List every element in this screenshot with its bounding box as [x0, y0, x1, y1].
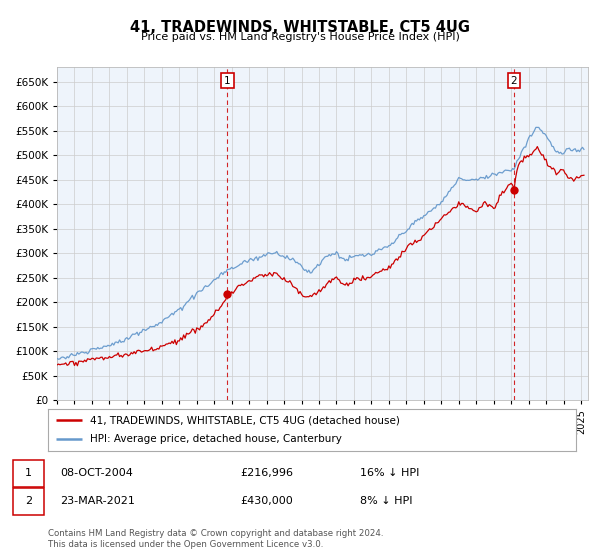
Text: 41, TRADEWINDS, WHITSTABLE, CT5 4UG: 41, TRADEWINDS, WHITSTABLE, CT5 4UG	[130, 20, 470, 35]
Text: Contains HM Land Registry data © Crown copyright and database right 2024.
This d: Contains HM Land Registry data © Crown c…	[48, 529, 383, 549]
Text: 2: 2	[511, 76, 517, 86]
Text: 08-OCT-2004: 08-OCT-2004	[60, 468, 133, 478]
Text: HPI: Average price, detached house, Canterbury: HPI: Average price, detached house, Cant…	[90, 435, 342, 445]
Text: Price paid vs. HM Land Registry's House Price Index (HPI): Price paid vs. HM Land Registry's House …	[140, 32, 460, 43]
Text: 1: 1	[25, 468, 32, 478]
Text: 16% ↓ HPI: 16% ↓ HPI	[360, 468, 419, 478]
Text: 1: 1	[224, 76, 230, 86]
Text: £430,000: £430,000	[240, 496, 293, 506]
Text: £216,996: £216,996	[240, 468, 293, 478]
Text: 2: 2	[25, 496, 32, 506]
Text: 23-MAR-2021: 23-MAR-2021	[60, 496, 135, 506]
Text: 41, TRADEWINDS, WHITSTABLE, CT5 4UG (detached house): 41, TRADEWINDS, WHITSTABLE, CT5 4UG (det…	[90, 415, 400, 425]
Text: 8% ↓ HPI: 8% ↓ HPI	[360, 496, 413, 506]
